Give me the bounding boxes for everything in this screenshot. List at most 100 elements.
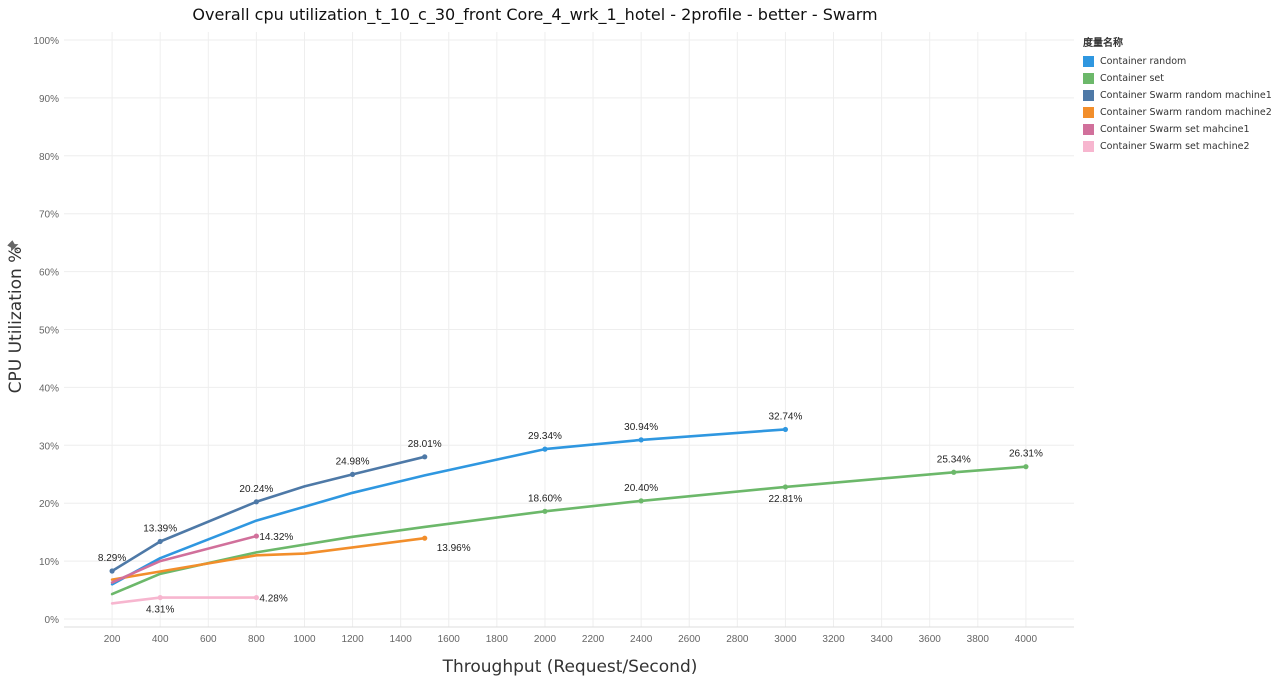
legend: 度量名称 Container random Container set Contai… — [1083, 34, 1273, 155]
x-tick-label: 2200 — [582, 634, 605, 645]
series-4 — [110, 533, 259, 584]
y-tick-label: 40% — [39, 383, 59, 394]
legend-item[interactable]: Container Swarm set machine2 — [1083, 138, 1273, 155]
y-tick-label: 30% — [39, 441, 59, 452]
x-tick-label: 800 — [248, 634, 265, 645]
data-point[interactable] — [349, 471, 356, 477]
data-label: 4.31% — [146, 605, 174, 616]
series-5 — [110, 594, 259, 605]
legend-label: Container Swarm random machine2 — [1100, 107, 1272, 118]
axis-ticks: 0% 10% 20% 30% 40% 50% 60% 70% 80% 90% 100% 200 400 6… — [33, 36, 1037, 645]
legend-title: 度量名称 — [1083, 38, 1123, 49]
data-point[interactable] — [422, 454, 428, 460]
series-line — [110, 455, 426, 573]
x-tick-label: 1800 — [486, 634, 509, 645]
legend-label: Container Swarm set mahcine1 — [1100, 124, 1250, 135]
legend-label: Container Swarm set machine2 — [1100, 141, 1250, 152]
data-label: 13.96% — [437, 543, 471, 554]
legend-items: Container random Container set Container S… — [1083, 53, 1273, 155]
series-2 — [109, 454, 428, 574]
y-tick-label: 100% — [33, 36, 59, 47]
data-point[interactable] — [1023, 464, 1029, 470]
data-point[interactable] — [253, 594, 259, 601]
data-label: 28.01% — [408, 439, 442, 450]
x-tick-label: 1200 — [341, 634, 364, 645]
legend-item[interactable]: Container Swarm set mahcine1 — [1083, 121, 1273, 138]
legend-label: Container set — [1100, 73, 1164, 84]
legend-item[interactable]: Container Swarm random machine1 — [1083, 87, 1273, 104]
data-point[interactable] — [253, 499, 259, 505]
y-tick-label: 50% — [39, 326, 59, 337]
legend-label: Container random — [1100, 56, 1187, 67]
series-3 — [110, 535, 428, 581]
x-tick-label: 2800 — [726, 634, 749, 645]
data-label: 18.60% — [528, 493, 562, 504]
data-label: 20.24% — [239, 484, 273, 495]
y-tick-label: 0% — [45, 615, 60, 626]
data-point[interactable] — [109, 568, 115, 574]
x-tick-label: 600 — [200, 634, 217, 645]
legend-label: Container Swarm random machine1 — [1100, 90, 1272, 101]
x-axis-label: Throughput (Request/Second) — [442, 657, 698, 677]
series-line — [110, 428, 787, 586]
x-tick-label: 3400 — [870, 634, 893, 645]
grid — [64, 32, 1074, 628]
data-label: 26.31% — [1009, 449, 1043, 460]
data-label: 4.28% — [259, 594, 287, 605]
data-point[interactable] — [782, 484, 789, 490]
series-line — [110, 534, 258, 584]
data-point[interactable] — [951, 469, 957, 475]
x-tick-label: 2400 — [630, 634, 653, 645]
x-tick-label: 2600 — [678, 634, 701, 645]
data-label: 14.32% — [259, 532, 293, 543]
data-label: 20.40% — [624, 483, 658, 494]
data-label: 24.98% — [336, 456, 370, 467]
data-point[interactable] — [782, 426, 789, 433]
legend-swatch — [1083, 124, 1094, 135]
data-point[interactable] — [422, 535, 428, 541]
x-tick-label: 400 — [152, 634, 169, 645]
data-point[interactable] — [542, 446, 548, 452]
data-point[interactable] — [157, 538, 163, 545]
x-tick-label: 3600 — [919, 634, 942, 645]
legend-swatch — [1083, 56, 1094, 67]
chart-title: Overall cpu utilization_t_10_c_30_front … — [192, 5, 877, 25]
series-0 — [110, 426, 789, 586]
legend-item[interactable]: Container Swarm random machine2 — [1083, 104, 1273, 121]
y-tick-label: 90% — [39, 94, 59, 105]
legend-item[interactable]: Container set — [1083, 70, 1273, 87]
x-tick-label: 1400 — [390, 634, 413, 645]
x-tick-label: 3800 — [967, 634, 990, 645]
y-tick-label: 20% — [39, 499, 59, 510]
x-tick-label: 3200 — [822, 634, 845, 645]
data-point[interactable] — [638, 498, 644, 504]
data-label: 32.74% — [768, 411, 802, 422]
data-label: 13.39% — [143, 523, 177, 534]
y-tick-label: 10% — [39, 557, 59, 568]
data-label: 8.29% — [98, 553, 126, 564]
data-label: 29.34% — [528, 431, 562, 442]
data-labels: 29.34% 30.94% 32.74% 18.60% 20.40% 22.81% 25.3… — [98, 411, 1043, 615]
x-tick-label: 1600 — [438, 634, 461, 645]
x-tick-label: 2000 — [534, 634, 557, 645]
data-point[interactable] — [253, 533, 259, 539]
pin-icon — [7, 240, 19, 252]
legend-item[interactable]: Container random — [1083, 53, 1273, 70]
data-point[interactable] — [542, 508, 548, 514]
series-line — [110, 596, 258, 605]
data-label: 25.34% — [937, 454, 971, 465]
data-point[interactable] — [157, 594, 163, 601]
y-tick-label: 60% — [39, 268, 59, 279]
x-tick-label: 4000 — [1015, 634, 1038, 645]
data-point[interactable] — [638, 437, 644, 443]
series-lines — [109, 426, 1029, 605]
y-tick-label: 80% — [39, 152, 59, 163]
data-label: 30.94% — [624, 422, 658, 433]
x-tick-label: 1000 — [293, 634, 316, 645]
y-tick-label: 70% — [39, 210, 59, 221]
y-axis-label: CPU Utilization % — [6, 247, 26, 394]
series-line — [110, 536, 426, 581]
legend-swatch — [1083, 73, 1094, 84]
legend-swatch — [1083, 107, 1094, 118]
